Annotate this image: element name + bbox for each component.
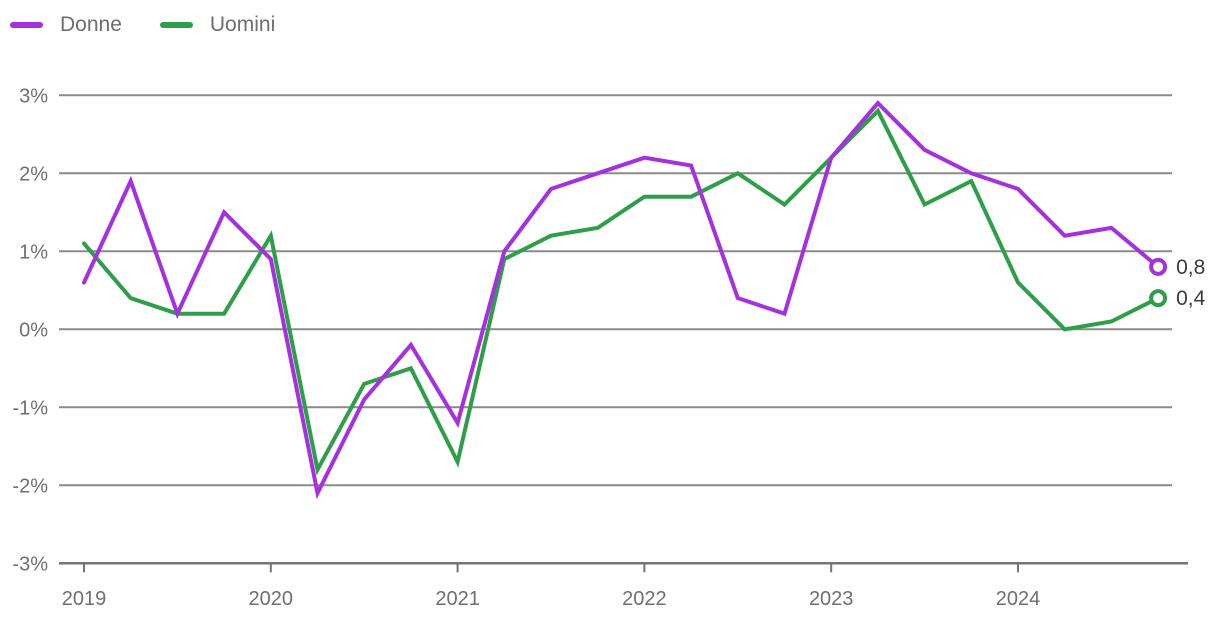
y-axis-tick-label: -3% [12,553,48,575]
series-line-donne [82,100,1161,500]
legend-label-uomini: Uomini [209,13,276,36]
y-axis-tick-label: -1% [12,397,48,419]
x-axis-tick-label: 2024 [996,588,1041,610]
x-axis-tick-label: 2021 [435,588,480,610]
x-axis-tick-label: 2020 [249,588,294,610]
chart-legend: Donne Uomini [10,14,275,35]
y-axis-tick-label: 2% [19,163,48,185]
end-value-label-donne: 0,8 [1176,256,1205,279]
legend-label-donne: Donne [60,13,122,36]
legend-item-uomini: Uomini [159,13,276,36]
y-axis-tick-label: -2% [12,475,48,497]
y-axis-tick-label: 0% [19,319,48,341]
uomini-line-swatch-icon [159,21,193,28]
donne-line-swatch-icon [10,21,43,28]
legend-item-donne: Donne [10,14,122,35]
x-axis-tick-label: 2022 [622,588,667,610]
y-axis-tick-label: 1% [19,241,48,263]
end-point-marker-donne [1149,257,1168,276]
end-point-marker-uomini [1149,289,1168,308]
end-value-label-uomini: 0,4 [1176,287,1206,310]
x-axis-tick-label: 2023 [809,588,854,610]
x-axis-tick-label: 2019 [62,588,107,610]
y-axis-tick-label: 3% [19,85,48,107]
